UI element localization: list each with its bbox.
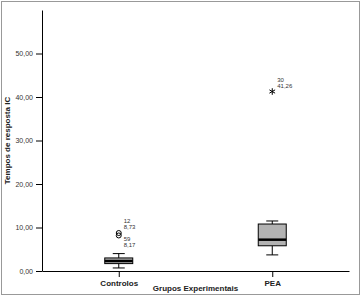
x-axis-line xyxy=(43,271,350,272)
box-plot xyxy=(105,231,133,268)
upper-whisker xyxy=(118,254,119,258)
lower-cap xyxy=(266,254,278,255)
y-tick: 40,00 xyxy=(15,94,42,101)
box xyxy=(258,224,286,246)
y-tick-label: 10,00 xyxy=(15,224,33,231)
y-tick-label: 20,00 xyxy=(15,181,33,188)
x-tick: Controlos xyxy=(100,271,138,288)
x-tick-label: Controlos xyxy=(100,279,138,288)
box xyxy=(105,258,133,264)
upper-cap xyxy=(266,220,278,221)
y-axis-line xyxy=(42,11,43,272)
outlier-star xyxy=(269,88,275,95)
y-tick: 50,00 xyxy=(15,50,42,57)
median xyxy=(105,260,133,263)
y-tick: 20,00 xyxy=(15,181,42,188)
x-tick-label: PEA xyxy=(265,279,282,288)
x-tick-mark xyxy=(272,271,273,277)
y-tick: 0,00 xyxy=(19,268,42,275)
outlier-labels: 128,73598,173041,26 xyxy=(124,77,293,249)
y-tick-mark xyxy=(36,54,42,55)
outlier-value-label: 41,26 xyxy=(277,83,293,89)
outlier-value-label: 8,17 xyxy=(124,242,136,248)
y-tick: 10,00 xyxy=(15,224,42,231)
y-tick: 30,00 xyxy=(15,137,42,144)
x-axis-title: Grupos Experimentais xyxy=(153,284,239,293)
box-plot xyxy=(258,88,286,255)
y-tick-label: 40,00 xyxy=(15,94,33,101)
y-tick-mark xyxy=(36,271,42,272)
y-tick-mark xyxy=(36,228,42,229)
y-tick-label: 30,00 xyxy=(15,137,33,144)
boxes xyxy=(105,88,287,268)
upper-cap xyxy=(113,253,125,254)
x-tick: PEA xyxy=(265,271,282,288)
chart: 0,00 10,00 20,00 30,00 40,00 50,00 Controlos PE… xyxy=(0,0,361,296)
chart-frame xyxy=(2,2,360,295)
median xyxy=(258,238,286,241)
lower-whisker xyxy=(272,246,273,255)
lower-whisker xyxy=(118,264,119,268)
y-axis-title: Tempos de resposta IC xyxy=(3,97,12,185)
y-tick-label: 0,00 xyxy=(19,268,33,275)
y-tick-mark xyxy=(36,141,42,142)
y-tick-mark xyxy=(36,97,42,98)
x-tick-mark xyxy=(119,271,120,277)
y-tick-label: 50,00 xyxy=(15,50,33,57)
y-axis: 0,00 10,00 20,00 30,00 40,00 50,00 xyxy=(15,11,42,275)
outlier-circle xyxy=(116,233,121,238)
y-tick-mark xyxy=(36,184,42,185)
outlier-value-label: 8,73 xyxy=(124,224,136,230)
lower-cap xyxy=(113,267,125,268)
